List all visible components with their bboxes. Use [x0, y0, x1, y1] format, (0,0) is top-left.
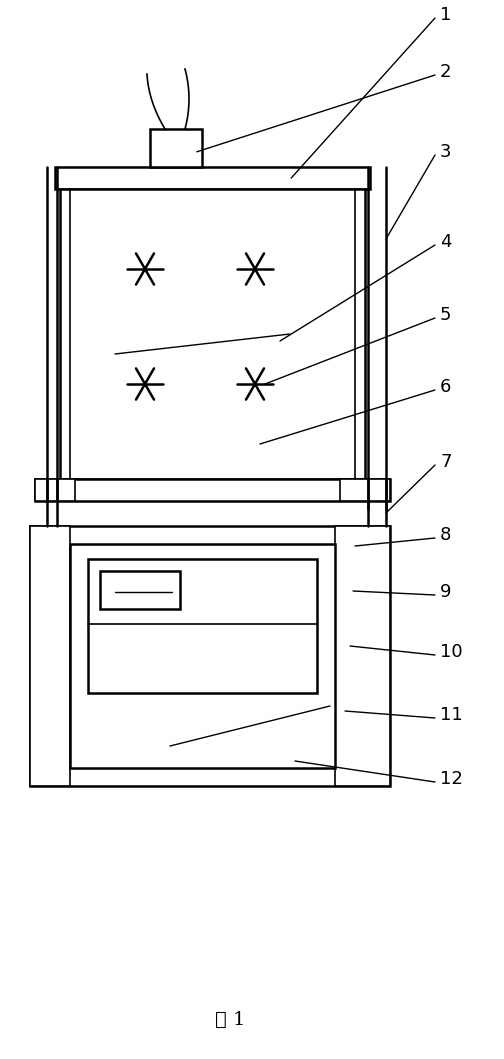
Text: 6: 6	[440, 378, 452, 396]
Bar	[30, 526, 390, 786]
Bar	[60, 189, 365, 479]
Bar	[30, 526, 70, 786]
Bar	[35, 479, 75, 501]
Bar	[35, 479, 390, 501]
Bar	[100, 571, 180, 609]
Text: 11: 11	[440, 706, 463, 724]
Bar	[340, 479, 390, 501]
Text: 2: 2	[440, 62, 452, 80]
Text: 5: 5	[440, 306, 452, 324]
Text: 4: 4	[440, 233, 452, 251]
Text: 1: 1	[440, 6, 452, 24]
Text: 12: 12	[440, 770, 463, 788]
Bar	[335, 526, 390, 786]
Bar	[150, 129, 202, 167]
Text: 8: 8	[440, 526, 452, 544]
Bar	[70, 544, 335, 768]
Text: 3: 3	[440, 143, 452, 161]
Bar	[55, 167, 370, 189]
Text: 图 1: 图 1	[215, 1011, 245, 1029]
Bar	[88, 559, 317, 694]
Text: 7: 7	[440, 453, 452, 471]
Text: 10: 10	[440, 643, 463, 661]
Text: 9: 9	[440, 584, 452, 602]
